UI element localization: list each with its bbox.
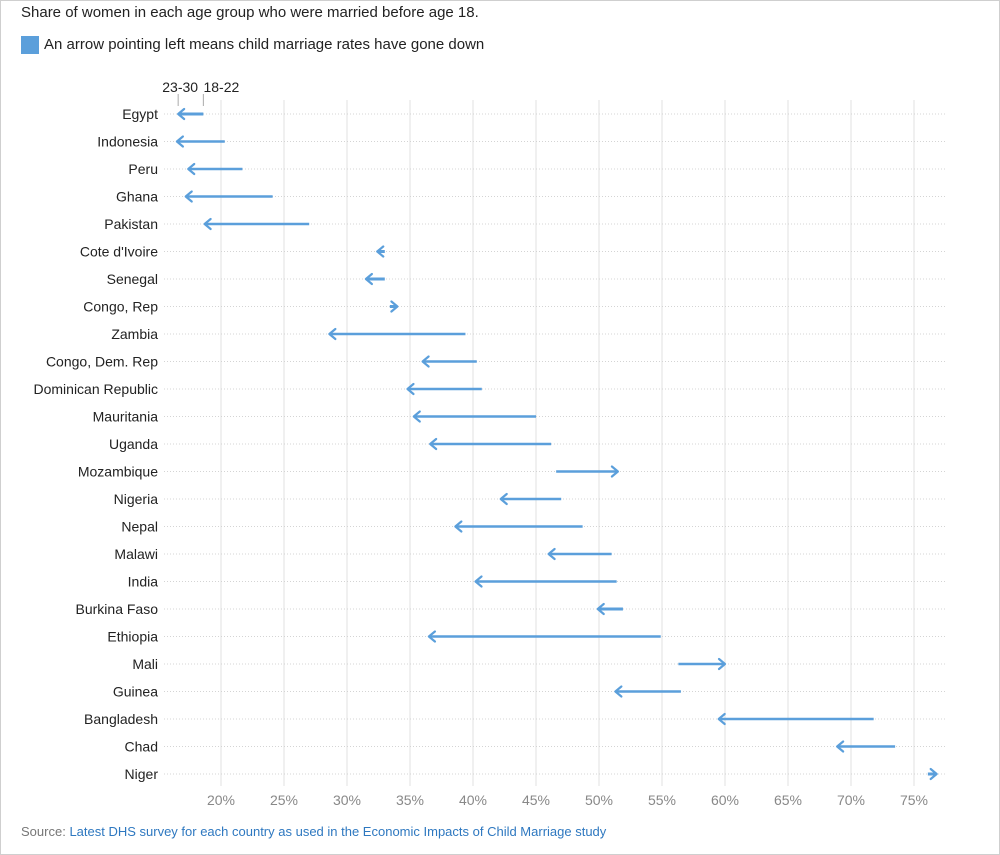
country-label: Peru	[128, 161, 158, 177]
arrow-head	[376, 245, 385, 258]
legend-text: An arrow pointing left means child marri…	[44, 36, 485, 53]
arrow-indonesia	[175, 135, 225, 148]
source-label: Source:	[21, 824, 66, 839]
arrow-head	[364, 272, 373, 286]
arrow-peru	[187, 162, 243, 176]
arrow-chart: 20% 25% 30% 35% 40% 45% 50% 55% 60% 65% 70% 75% Egyp…	[33, 79, 946, 808]
arrow-head	[184, 190, 193, 203]
arrow-cote-d-ivoire	[376, 245, 385, 258]
country-label: Ghana	[116, 189, 158, 205]
arrow-head	[499, 492, 508, 506]
arrow-zambia	[328, 327, 466, 341]
arrow-congo-dem-rep	[421, 355, 477, 368]
country-label: Senegal	[107, 271, 158, 287]
country-label: Malawi	[114, 546, 158, 562]
source-note: Source: Latest DHS survey for each count…	[21, 824, 606, 839]
country-label: Nepal	[121, 519, 158, 535]
arrow-head	[454, 520, 463, 533]
country-label: Niger	[125, 766, 159, 782]
arrow-head	[610, 465, 620, 478]
arrow-head	[175, 135, 184, 148]
x-tick-label: 25%	[270, 792, 298, 808]
arrow-head	[421, 355, 430, 368]
country-label: Mauritania	[93, 409, 159, 425]
country-label: Pakistan	[104, 216, 158, 232]
arrow-burkina-faso	[596, 602, 623, 616]
arrow-congo-rep	[389, 300, 399, 313]
arrow-head	[547, 547, 556, 561]
legend-swatch	[21, 36, 39, 54]
x-tick-label: 45%	[522, 792, 550, 808]
x-tick-label: 65%	[774, 792, 802, 808]
arrow-head	[390, 300, 399, 313]
arrow-head	[203, 217, 212, 231]
arrow-head	[328, 327, 337, 341]
country-label: Nigeria	[114, 491, 159, 507]
arrow-head	[429, 437, 438, 451]
arrow-ghana	[184, 190, 273, 203]
x-tick-label: 20%	[207, 792, 235, 808]
arrow-malawi	[547, 547, 612, 561]
series-key-label: 23-30	[162, 79, 198, 95]
arrow-mozambique	[556, 465, 620, 478]
country-label: Congo, Rep	[83, 299, 158, 315]
arrow-uganda	[429, 437, 552, 451]
arrow-head	[427, 630, 436, 643]
arrow-head	[474, 575, 483, 588]
arrow-ethiopia	[427, 630, 661, 643]
x-tick-label: 55%	[648, 792, 676, 808]
arrow-head	[596, 602, 605, 616]
arrow-pakistan	[203, 217, 310, 231]
arrow-india	[474, 575, 617, 588]
arrow-head	[614, 685, 623, 698]
country-label: Egypt	[122, 106, 158, 122]
country-label: Ethiopia	[107, 629, 158, 645]
arrow-egypt	[177, 107, 204, 121]
arrow-head	[412, 410, 421, 423]
x-tick-label: 70%	[837, 792, 865, 808]
chart-title: Share of women in each age group who wer…	[21, 4, 479, 21]
arrow-head	[187, 162, 196, 176]
country-label: Zambia	[111, 326, 158, 342]
x-tick-label: 50%	[585, 792, 613, 808]
country-label: Burkina Faso	[76, 601, 159, 617]
country-label: Mali	[132, 656, 158, 672]
source-link[interactable]: Latest DHS survey for each country as us…	[69, 824, 607, 839]
x-tick-label: 35%	[396, 792, 424, 808]
arrow-head	[836, 740, 845, 753]
arrow-mauritania	[412, 410, 536, 423]
arrow-bangladesh	[717, 712, 874, 726]
country-label: Bangladesh	[84, 711, 158, 727]
country-label: Dominican Republic	[33, 381, 158, 397]
arrow-dominican-republic	[406, 382, 482, 396]
arrow-guinea	[614, 685, 681, 698]
country-label: Chad	[125, 739, 158, 755]
country-label: Guinea	[113, 684, 158, 700]
country-label: Uganda	[109, 436, 158, 452]
x-tick-label: 30%	[333, 792, 361, 808]
x-tick-label: 60%	[711, 792, 739, 808]
series-key-label: 18-22	[203, 79, 239, 95]
arrow-nepal	[454, 520, 583, 533]
arrow-head	[406, 382, 415, 396]
country-label: Cote d'Ivoire	[80, 244, 158, 260]
arrow-senegal	[364, 272, 385, 286]
x-tick-label: 75%	[900, 792, 928, 808]
arrow-mali	[678, 657, 727, 671]
country-label: Indonesia	[97, 134, 158, 150]
country-label: India	[128, 574, 159, 590]
country-label: Congo, Dem. Rep	[46, 354, 158, 370]
country-label: Mozambique	[78, 464, 158, 480]
x-tick-label: 40%	[459, 792, 487, 808]
arrow-head	[717, 657, 727, 671]
arrow-nigeria	[499, 492, 562, 506]
arrow-head	[717, 712, 726, 726]
arrow-head	[929, 767, 938, 781]
arrow-chad	[836, 740, 896, 753]
arrow-head	[177, 107, 186, 121]
arrow-niger	[927, 767, 938, 781]
